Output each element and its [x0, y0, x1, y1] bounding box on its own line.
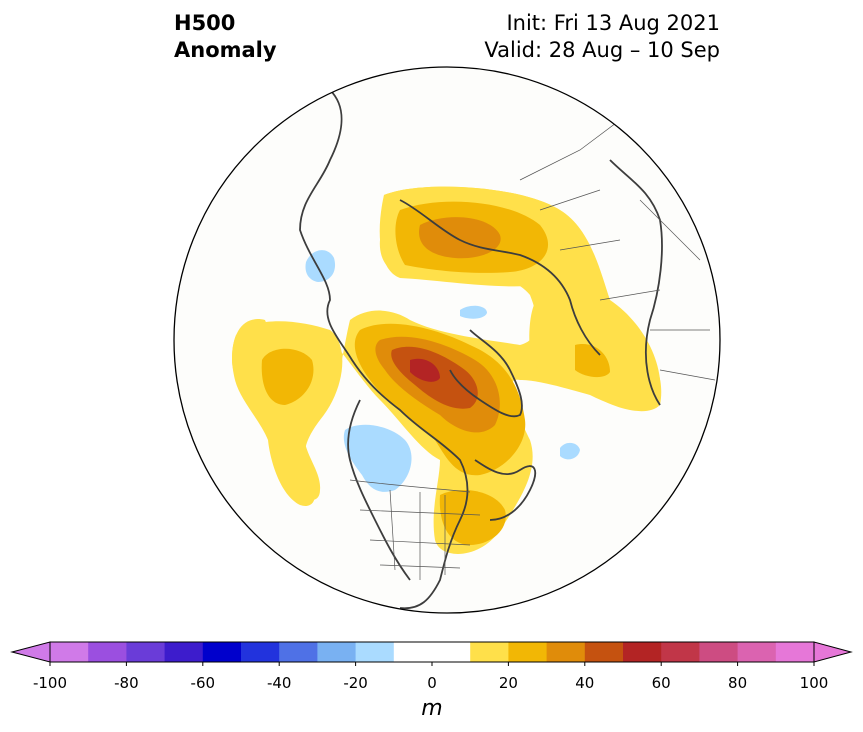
colorbar-tick-label: 60 — [651, 674, 671, 692]
colorbar-cell — [546, 642, 586, 662]
init-date: Init: Fri 13 Aug 2021 — [506, 11, 720, 35]
colorbar-cell — [737, 642, 777, 662]
title-line-anomaly: Anomaly — [174, 38, 277, 62]
colorbar-tick-label: -40 — [266, 674, 292, 692]
colorbar-cell — [88, 642, 127, 662]
colorbar-cell — [661, 642, 700, 662]
colorbar-cell — [126, 642, 166, 662]
colorbar-extend-low — [10, 641, 51, 663]
colorbar-tick-label: -60 — [190, 674, 216, 692]
colorbar-cell — [241, 642, 280, 662]
colorbar-tick-label: 40 — [575, 674, 595, 692]
colorbar-cell — [393, 642, 433, 662]
colorbar-cell — [279, 642, 318, 662]
colorbar-cell — [432, 642, 471, 662]
colorbar-tick-label: -80 — [114, 674, 139, 692]
colorbar-cell — [584, 642, 624, 662]
colorbar-cell — [470, 642, 509, 662]
polar-map — [173, 66, 721, 614]
colorbar-tick-label: -100 — [32, 674, 68, 692]
coastlines — [299, 89, 663, 610]
colorbar-tick-label: 100 — [799, 674, 829, 692]
country-borders — [349, 119, 716, 580]
colorbar-cell — [317, 642, 357, 662]
colorbar-cell — [508, 642, 548, 662]
chart-title: H500 Anomaly — [174, 10, 277, 64]
colorbar-cell — [775, 642, 815, 662]
colorbar-cell — [50, 642, 89, 662]
title-line-h500: H500 — [174, 11, 236, 35]
valid-range: Valid: 28 Aug – 10 Sep — [484, 38, 720, 62]
colorbar-tick-label: 0 — [427, 674, 437, 692]
colorbar-tick-label: 20 — [498, 674, 518, 692]
colorbar-extend-high — [813, 641, 853, 663]
run-info: Init: Fri 13 Aug 2021 Valid: 28 Aug – 10… — [484, 10, 720, 64]
colorbar-tick-label: 80 — [728, 674, 748, 692]
colorbar-cell — [355, 642, 395, 662]
colorbar — [10, 641, 853, 666]
positive-anomaly-shading — [232, 186, 662, 554]
colorbar-cell — [699, 642, 739, 662]
colorbar-cell — [202, 642, 242, 662]
colorbar-cell — [164, 642, 204, 662]
colorbar-cell — [623, 642, 662, 662]
colorbar-tick-label: -20 — [343, 674, 368, 692]
colorbar-unit: m — [421, 696, 443, 721]
map-boundary — [173, 66, 721, 614]
